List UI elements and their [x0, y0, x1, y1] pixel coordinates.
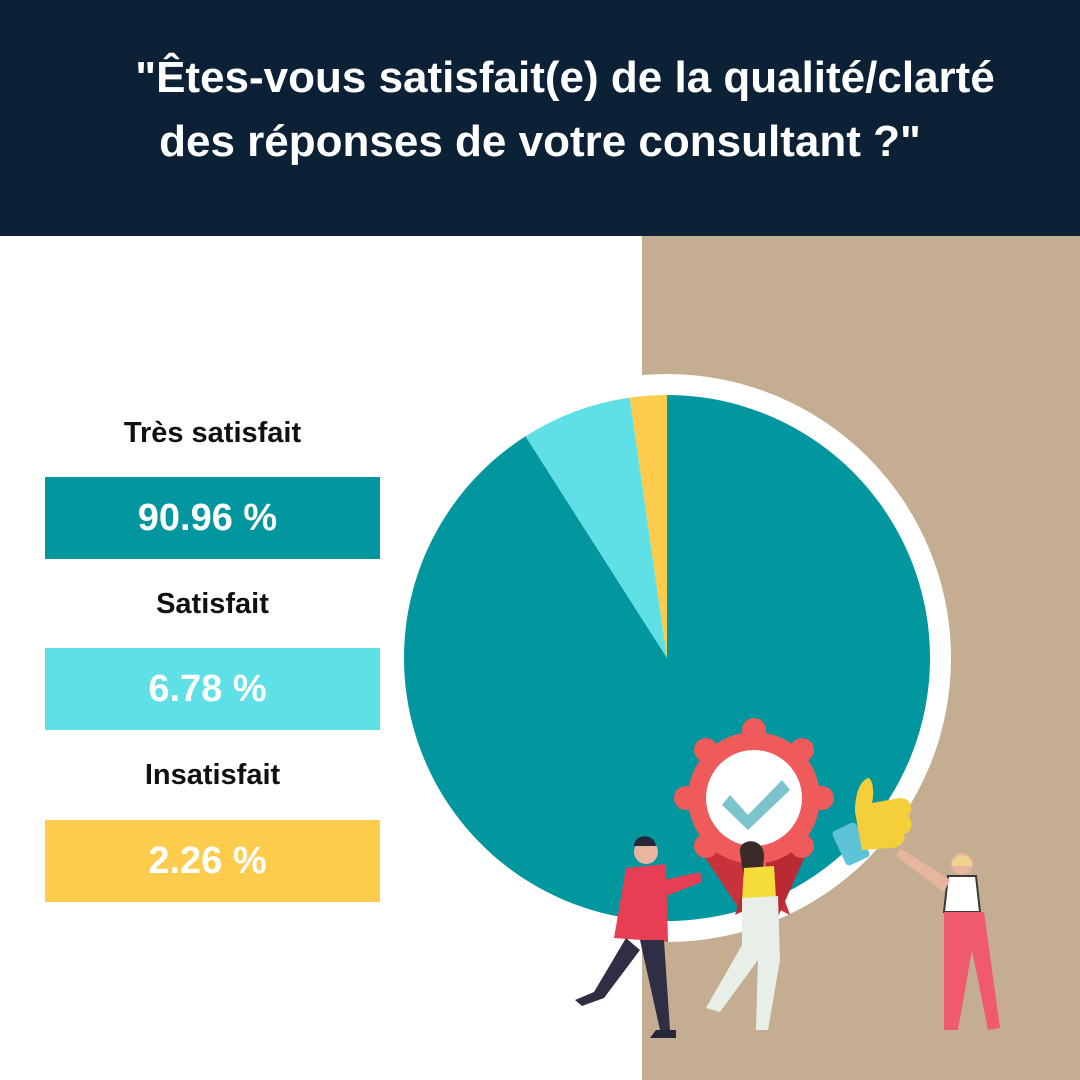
woman-pink-figure-illustration — [896, 848, 1000, 1030]
legend-box-tres-satisfait: 90.96 % — [45, 477, 380, 559]
legend-value-tres-satisfait: 90.96 % — [137, 497, 278, 539]
woman-figure-illustration — [706, 841, 780, 1030]
header-banner: "Êtes-vous satisfait(e) de la qualité/cl… — [0, 0, 1080, 236]
legend-label-satisfait: Satisfait — [156, 588, 269, 620]
question-title-line-1: "Êtes-vous satisfait(e) de la qualité/cl… — [135, 53, 995, 102]
pie-slice-insatisfait — [629, 395, 667, 658]
legend-box-satisfait: 6.78 % — [45, 648, 380, 730]
legend-box-insatisfait: 2.26 % — [45, 820, 380, 902]
question-title-line-2: des réponses de votre consultant ?" — [159, 117, 921, 166]
legend-label-tres-satisfait: Très satisfait — [123, 417, 302, 449]
thumbs-up-icon — [832, 778, 912, 866]
legend-value-satisfait: 6.78 % — [148, 668, 267, 710]
legend-value-insatisfait: 2.26 % — [148, 840, 267, 882]
legend-label-insatisfait: Insatisfait — [144, 759, 281, 791]
man-figure-illustration — [575, 836, 702, 1038]
pie-slice-satisfait — [525, 397, 667, 658]
